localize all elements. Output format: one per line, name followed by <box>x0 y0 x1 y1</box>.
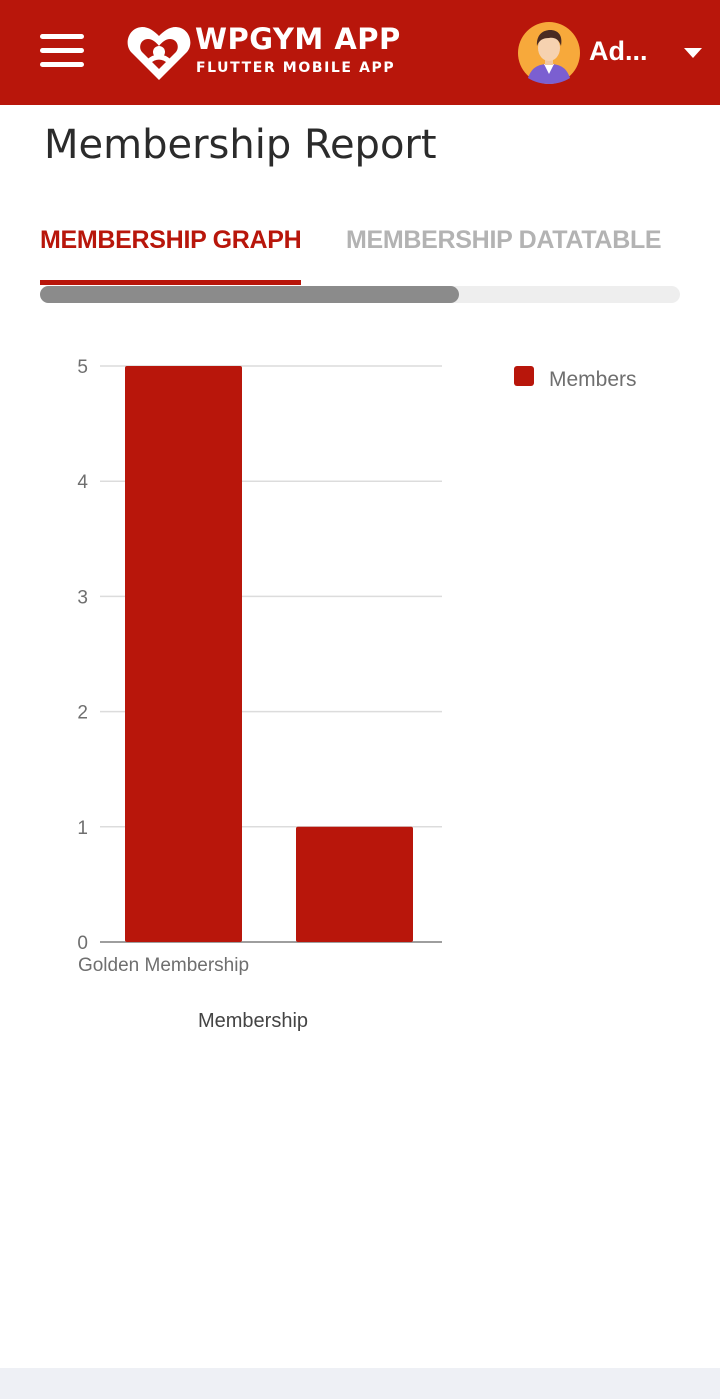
legend-label: Members <box>549 368 637 391</box>
tab-scrollbar[interactable] <box>40 286 680 303</box>
user-menu[interactable]: Ad... <box>516 20 710 86</box>
legend-swatch <box>514 366 534 386</box>
user-name: Ad... <box>589 36 648 66</box>
x-axis-title: Membership <box>198 1010 308 1032</box>
hamburger-menu-icon[interactable] <box>36 30 88 74</box>
y-tick-label: 4 <box>77 472 88 493</box>
bar <box>125 366 242 942</box>
tab-scrollbar-thumb[interactable] <box>40 286 459 303</box>
membership-bar-chart: 0 1 2 3 4 5 Golden Membership Membership Members <box>77 357 637 1032</box>
bottom-strip <box>0 1368 720 1399</box>
y-tick-label: 3 <box>77 587 88 608</box>
wpgym-heart-logo-icon <box>127 27 191 80</box>
page-title: Membership Report <box>44 122 437 168</box>
caret-down-icon[interactable] <box>684 48 702 58</box>
brand-logo: WPGYM APP FLUTTER MOBILE APP <box>126 20 400 84</box>
y-tick-label: 0 <box>77 933 88 954</box>
y-tick-label: 5 <box>77 357 88 378</box>
active-tab-indicator <box>40 280 301 285</box>
brand-title: WPGYM APP <box>195 22 401 56</box>
bar <box>296 826 413 942</box>
user-avatar-icon <box>518 22 580 84</box>
app-bar: WPGYM APP FLUTTER MOBILE APP Ad... <box>0 0 720 105</box>
brand-subtitle: FLUTTER MOBILE APP <box>196 60 396 76</box>
y-tick-label: 1 <box>77 818 88 839</box>
tab-membership-datatable[interactable]: MEMBERSHIP DATATABLE <box>346 226 662 254</box>
tab-membership-graph[interactable]: MEMBERSHIP GRAPH <box>40 226 302 254</box>
x-tick-label: Golden Membership <box>78 955 249 976</box>
y-tick-label: 2 <box>77 703 88 724</box>
